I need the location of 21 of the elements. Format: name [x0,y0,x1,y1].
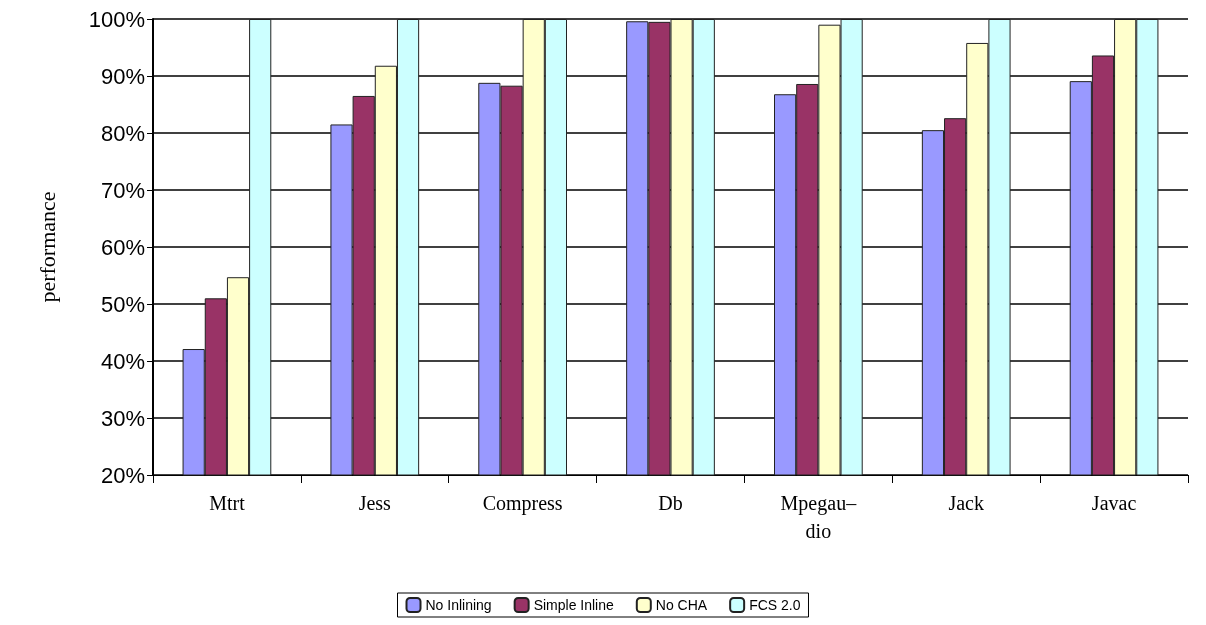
y-tick-label: 80% [100,120,145,146]
legend-label: No Inlining [425,597,492,613]
x-tick-label: Db [658,492,683,514]
legend-label: No CHA [655,597,708,613]
y-tick-label: 60% [100,234,145,260]
x-tick-label: Jack [948,492,984,514]
y-tick-label: 100% [88,6,145,32]
y-axis-title: performance [34,191,60,303]
y-tick-label: 50% [100,291,145,317]
y-tick-label: 40% [100,348,145,374]
y-tick-label: 90% [100,63,145,89]
legend-label: Simple Inline [533,597,615,613]
y-tick-label: 20% [100,462,145,488]
legend-label: FCS 2.0 [749,597,801,613]
x-tick-label: Javac [1091,492,1137,514]
x-tick-label: Mtrt [209,492,246,514]
x-tick-label: Compress [482,492,563,515]
y-tick-label: 70% [100,177,145,203]
x-tick-label: Jess [358,492,392,514]
y-tick-label: 30% [100,405,145,431]
x-tick-label: Mpegau– dio [780,492,858,542]
